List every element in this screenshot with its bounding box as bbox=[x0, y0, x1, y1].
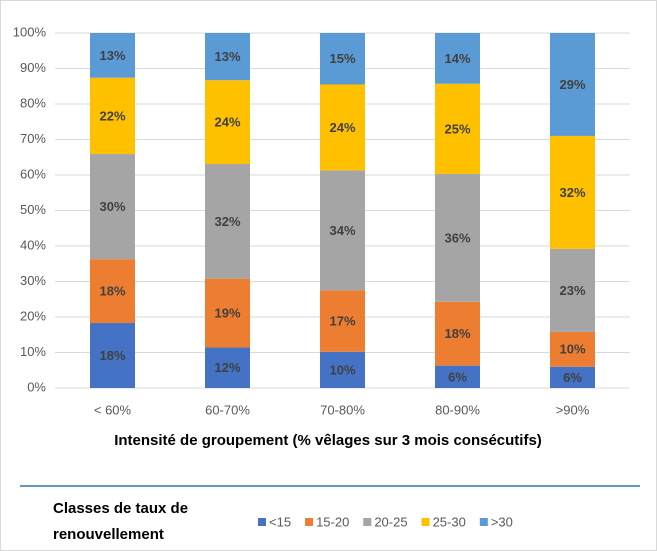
x-tick-label: 60-70% bbox=[205, 402, 250, 417]
data-label: 19% bbox=[214, 306, 240, 321]
legend-label: 15-20 bbox=[316, 514, 349, 529]
bar-segment bbox=[205, 278, 250, 348]
y-tick-label: 30% bbox=[20, 273, 46, 288]
bar-segment bbox=[90, 154, 135, 260]
bar-segment bbox=[550, 331, 595, 367]
legend-label: 25-30 bbox=[433, 514, 466, 529]
data-label: 13% bbox=[214, 49, 240, 64]
legend-title: Classes de taux de renouvellement bbox=[53, 500, 189, 543]
data-label: 34% bbox=[329, 223, 355, 238]
bar-segment bbox=[435, 83, 480, 174]
bar-segment bbox=[320, 84, 365, 171]
bar-segment bbox=[320, 33, 365, 85]
data-label: 18% bbox=[99, 348, 125, 363]
bar-segment bbox=[205, 80, 250, 164]
y-tick-label: 40% bbox=[20, 237, 46, 252]
y-tick-label: 50% bbox=[20, 202, 46, 217]
data-label: 10% bbox=[329, 362, 355, 377]
bar-segment bbox=[320, 351, 365, 388]
bar-segment bbox=[550, 366, 595, 388]
legend-swatch bbox=[258, 518, 266, 526]
bar-segment bbox=[205, 347, 250, 388]
bar-segment bbox=[205, 33, 250, 81]
data-label: 15% bbox=[329, 51, 355, 66]
bar-segment bbox=[435, 33, 480, 84]
y-tick-label: 100% bbox=[13, 24, 47, 39]
x-tick-label: < 60% bbox=[94, 402, 132, 417]
bar-segment bbox=[205, 163, 250, 279]
data-label: 32% bbox=[559, 185, 585, 200]
data-label: 18% bbox=[444, 326, 470, 341]
y-tick-label: 90% bbox=[20, 60, 46, 75]
y-tick-label: 70% bbox=[20, 131, 46, 146]
data-label: 29% bbox=[559, 77, 585, 92]
bar-segment bbox=[435, 301, 480, 366]
legend-label: <15 bbox=[269, 514, 291, 529]
bar-segment bbox=[435, 173, 480, 302]
y-tick-label: 10% bbox=[20, 344, 46, 359]
data-label: 32% bbox=[214, 214, 240, 229]
bar-segment bbox=[320, 290, 365, 352]
bar-segment bbox=[320, 170, 365, 291]
bar-segment bbox=[435, 365, 480, 388]
data-label: 30% bbox=[99, 199, 125, 214]
bar-segment bbox=[550, 248, 595, 332]
x-tick-label: 70-80% bbox=[320, 402, 365, 417]
data-label: 6% bbox=[448, 369, 467, 384]
bar-segment bbox=[90, 77, 135, 155]
data-label: 12% bbox=[214, 360, 240, 375]
data-label: 13% bbox=[99, 48, 125, 63]
x-tick-label: 80-90% bbox=[435, 402, 480, 417]
data-label: 24% bbox=[329, 120, 355, 135]
bar-segment bbox=[90, 323, 135, 388]
legend-label: 20-25 bbox=[374, 514, 407, 529]
bar-segment bbox=[550, 33, 595, 136]
data-label: 14% bbox=[444, 51, 470, 66]
y-tick-label: 80% bbox=[20, 95, 46, 110]
data-label: 18% bbox=[99, 284, 125, 299]
y-tick-label: 60% bbox=[20, 166, 46, 181]
x-axis-title: Intensité de groupement (% vêlages sur 3… bbox=[114, 432, 542, 449]
bar-segment bbox=[90, 33, 135, 78]
bar-segment bbox=[90, 259, 135, 324]
data-label: 22% bbox=[99, 108, 125, 123]
legend-swatch bbox=[305, 518, 314, 526]
data-label: 23% bbox=[559, 283, 585, 298]
data-label: 6% bbox=[563, 370, 582, 385]
y-tick-label: 20% bbox=[20, 308, 46, 323]
y-tick-label: 0% bbox=[27, 379, 46, 394]
bar-segment bbox=[550, 135, 595, 249]
legend-label: >30 bbox=[491, 514, 513, 529]
data-label: 10% bbox=[559, 342, 585, 357]
legend-swatch bbox=[479, 518, 488, 526]
x-tick-label: >90% bbox=[556, 402, 590, 417]
legend-swatch bbox=[421, 518, 430, 526]
legend-swatch bbox=[363, 518, 372, 526]
data-label: 25% bbox=[444, 121, 470, 136]
data-label: 36% bbox=[444, 230, 470, 245]
data-label: 24% bbox=[214, 115, 240, 130]
data-label: 17% bbox=[329, 314, 355, 329]
